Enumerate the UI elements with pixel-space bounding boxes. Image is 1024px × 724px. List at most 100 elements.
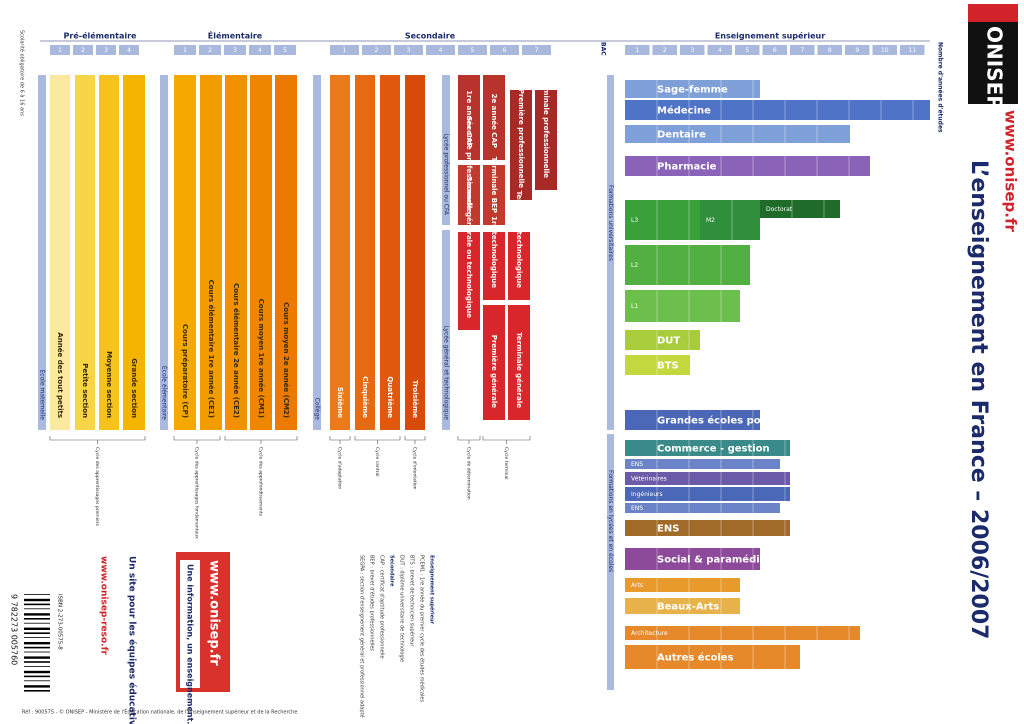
column-label: Cinquième: [361, 376, 369, 418]
year-number: 10: [881, 47, 889, 54]
course-label: Beaux-Arts: [657, 602, 719, 613]
cycle-bracket: [224, 436, 298, 444]
footer: Réf : 900575 - © ONISEP - Ministère de l…: [22, 708, 297, 716]
year-number: 4: [439, 47, 443, 54]
cycle-bracket: [354, 436, 401, 444]
side-note: Scolarité obligatoire de 6 à 16 ans: [19, 30, 26, 116]
barcode-stripe: [24, 613, 50, 616]
barcode-digits: 9 782273 005760: [10, 594, 19, 665]
column-label: Seconde générale ou technologique: [465, 176, 473, 318]
course-label: BTS: [657, 361, 679, 372]
course-label: Médecine: [657, 105, 711, 117]
barcode-stripe: [24, 627, 50, 630]
column: [508, 232, 530, 300]
column-label: Première professionnelle: [517, 89, 525, 189]
barcode-stripe: [24, 603, 50, 606]
barcode-stripe: [24, 632, 50, 634]
reso-site: www.onisep-reso.fr: [99, 556, 109, 656]
course-bar: [625, 200, 700, 240]
year-number: 11: [908, 47, 916, 54]
year-number: 2: [81, 47, 85, 54]
promo-inner: [180, 560, 200, 688]
barcode-stripe: [24, 666, 50, 667]
cycle-bracket: [329, 436, 351, 444]
column-label: Lycée général et technologique: [443, 326, 450, 421]
course-label: Arts: [631, 582, 643, 589]
course-label: L1: [631, 303, 638, 310]
course-label: Sage-femme: [657, 85, 728, 96]
barcode-stripe: [24, 680, 50, 682]
course-label: ENS: [657, 524, 679, 535]
column: [355, 75, 375, 430]
column-label: Lycée professionnel ou CFA: [443, 133, 450, 215]
column-label: 2e année CAP: [490, 94, 498, 148]
cycle-label: Cycle central: [374, 447, 380, 476]
cycle-label: Cycle de détermination: [466, 447, 473, 500]
column: [483, 75, 505, 160]
course-bar: [625, 645, 800, 669]
year-number: 3: [233, 47, 237, 54]
year-box: [845, 45, 870, 55]
column-label: Seconde professionnelle: [465, 116, 473, 213]
year-number: 7: [800, 47, 804, 54]
branch-label: Formations universitaires: [607, 185, 614, 261]
section-label: Élémentaire: [208, 30, 263, 41]
course-bar: [625, 440, 790, 456]
reso-title: Un site pour les équipes éducatives: [127, 556, 138, 724]
years-label: Nombre d'années d'études: [937, 42, 944, 133]
column: [75, 75, 95, 430]
column: [483, 232, 505, 300]
year-box: [900, 45, 925, 55]
year-number: 5: [283, 47, 287, 54]
column-label: Première générale: [490, 335, 498, 408]
year-number: 1: [183, 47, 187, 54]
course-bar: [625, 290, 740, 322]
year-box: [96, 45, 116, 55]
course-bar: [625, 487, 790, 501]
column-label: Troisième: [411, 380, 419, 418]
course-label: Commerce - gestion: [657, 444, 770, 455]
site-url: www.onisep.fr: [1002, 110, 1020, 232]
column: [99, 75, 119, 430]
year-box: [652, 45, 677, 55]
barcode-stripe: [24, 690, 50, 692]
course-bar: [625, 80, 760, 98]
column: [405, 75, 425, 430]
year-number: 4: [718, 47, 722, 54]
column-label: Grande section: [130, 358, 138, 418]
section-label: Secondaire: [405, 32, 456, 41]
column-label: 1re année CAP: [465, 90, 473, 148]
cycle-bracket: [457, 436, 481, 444]
year-number: 5: [471, 47, 475, 54]
column: [483, 165, 505, 225]
cycle-label: Cycle d'adaptation: [337, 447, 343, 489]
year-box: [50, 45, 70, 55]
course-bar: [625, 520, 790, 536]
year-box: [872, 45, 897, 55]
course-label: L3: [631, 217, 638, 224]
logo-accent: [968, 4, 1018, 22]
year-number: 4: [258, 47, 262, 54]
column: [160, 75, 168, 430]
column: [174, 75, 196, 430]
column: [442, 75, 450, 225]
course-bar: [625, 100, 930, 120]
abbreviation: Secondaire: [389, 555, 395, 587]
branch-label: Formations en lycées et en écoles: [607, 470, 614, 572]
year-box: [274, 45, 296, 55]
column: [200, 75, 222, 430]
promo-site: www.onisep.fr: [207, 560, 222, 666]
course-label: Pharmacie: [657, 162, 717, 173]
column-label: Terminale professionnelle: [542, 76, 550, 178]
course-bar: [625, 578, 740, 592]
barcode-stripe: [24, 651, 50, 653]
course-label: DUT: [657, 336, 680, 347]
column-label: Cours élémentaire 2e année (CE2): [232, 283, 240, 418]
column: [38, 75, 46, 430]
year-box: [73, 45, 93, 55]
cycle-label: Cycle terminal: [503, 447, 509, 480]
column: [458, 232, 480, 330]
column-label: Petite section: [81, 363, 89, 418]
barcode-stripe: [24, 594, 50, 595]
